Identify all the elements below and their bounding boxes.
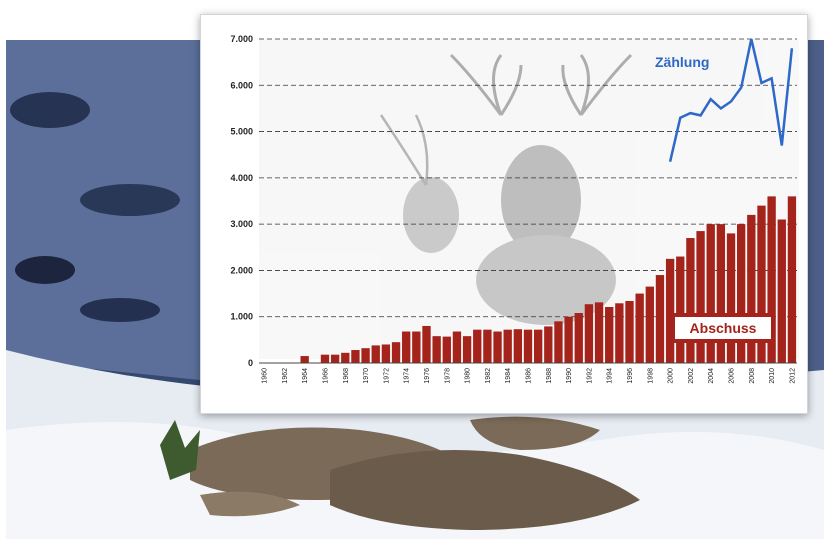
bar-abschuss [300, 356, 309, 363]
bar-abschuss [361, 348, 370, 363]
bars-abschuss [300, 196, 797, 363]
x-tick-label: 1972 [383, 368, 390, 384]
y-tick-label: 0 [248, 358, 253, 368]
bar-abschuss [412, 331, 421, 363]
bar-abschuss [554, 321, 563, 363]
bar-abschuss [493, 331, 502, 363]
y-tick-label: 3.000 [230, 219, 253, 229]
bar-abschuss [635, 293, 644, 363]
bar-abschuss [330, 354, 340, 363]
x-tick-label: 1970 [363, 368, 370, 384]
x-tick-label: 1980 [465, 368, 472, 384]
bar-abschuss [655, 275, 665, 363]
bar-abschuss [320, 354, 330, 363]
y-tick-label: 2.000 [230, 265, 253, 275]
bar-abschuss [442, 336, 451, 363]
bar-abschuss [381, 344, 391, 363]
x-tick-label: 2012 [789, 368, 796, 384]
x-tick-label: 1988 [546, 368, 553, 384]
line-zaehlung [668, 38, 794, 162]
bar-abschuss [513, 329, 523, 363]
bar-abschuss [676, 256, 685, 363]
bar-abschuss [371, 345, 380, 363]
x-tick-label: 1976 [424, 368, 431, 384]
bar-abschuss [594, 302, 604, 363]
bar-abschuss [767, 196, 776, 363]
bar-abschuss [473, 329, 482, 363]
x-tick-label: 1964 [302, 368, 309, 384]
bar-abschuss [757, 205, 766, 363]
x-tick-label: 2006 [729, 368, 736, 384]
bar-abschuss [402, 331, 411, 363]
bar-abschuss [747, 214, 756, 363]
bar-abschuss [432, 336, 441, 363]
bar-abschuss [351, 350, 360, 363]
bar-abschuss [462, 336, 472, 363]
bar-abschuss [645, 286, 654, 363]
bar-abschuss [452, 331, 462, 363]
x-tick-label: 1986 [526, 368, 533, 384]
x-tick-label: 1974 [404, 368, 411, 384]
bar-abschuss [726, 233, 736, 363]
bar-abschuss [625, 300, 634, 363]
bar-abschuss [716, 224, 726, 363]
bar-abschuss [787, 196, 797, 363]
x-axis-ticks: 1960 1962 1964 1966 1968 1970 1972 1974 1976 1978… [262, 368, 797, 384]
x-tick-label: 1982 [485, 368, 492, 384]
x-tick-label: 2002 [688, 368, 695, 384]
y-tick-label: 5.000 [230, 127, 253, 137]
x-tick-label: 1968 [343, 368, 350, 384]
x-tick-label: 2010 [769, 368, 776, 384]
bar-abschuss [706, 224, 715, 363]
bar-abschuss [605, 306, 614, 363]
chart: 0 1.000 2.000 3.000 4.000 5.000 6.000 7.000 196… [230, 34, 799, 384]
bar-abschuss [584, 304, 594, 363]
bar-abschuss [564, 316, 573, 363]
bar-abschuss [503, 329, 512, 363]
bar-abschuss [422, 325, 431, 363]
x-tick-label: 1990 [566, 368, 573, 384]
x-tick-label: 1996 [627, 368, 634, 384]
series-label-abschuss: Abschuss [690, 320, 757, 336]
bar-abschuss [523, 329, 533, 363]
y-tick-label: 7.000 [230, 34, 253, 44]
bar-abschuss [341, 352, 350, 363]
x-tick-label: 2008 [749, 368, 756, 384]
bar-abschuss [391, 342, 401, 363]
y-tick-label: 6.000 [230, 80, 253, 90]
x-tick-label: 1960 [262, 368, 269, 384]
bar-abschuss [696, 231, 705, 363]
y-tick-label: 1.000 [230, 312, 253, 322]
x-tick-label: 1978 [444, 368, 451, 384]
chart-card: 0 1.000 2.000 3.000 4.000 5.000 6.000 7.000 196… [200, 14, 808, 414]
bar-abschuss [544, 326, 553, 363]
bar-abschuss [483, 329, 492, 363]
series-label-zaehlung: Zählung [655, 54, 709, 70]
x-tick-label: 1992 [586, 368, 593, 384]
x-tick-label: 1966 [322, 368, 329, 384]
y-axis-ticks: 0 1.000 2.000 3.000 4.000 5.000 6.000 7.000 [230, 34, 253, 368]
bar-abschuss [777, 219, 786, 363]
abschuss-label-box: Abschuss [671, 313, 775, 343]
bar-abschuss [737, 224, 746, 363]
x-tick-label: 1994 [607, 368, 614, 384]
x-tick-label: 2004 [708, 368, 715, 384]
bar-abschuss [686, 238, 695, 363]
bar-abschuss [533, 329, 543, 363]
x-tick-label: 1962 [282, 368, 289, 384]
x-tick-label: 1998 [647, 368, 654, 384]
bar-abschuss [574, 313, 583, 363]
bar-abschuss [665, 258, 675, 363]
y-tick-label: 4.000 [230, 173, 253, 183]
x-tick-label: 1984 [505, 368, 512, 384]
x-tick-label: 2000 [668, 368, 675, 384]
bar-abschuss [615, 303, 624, 363]
